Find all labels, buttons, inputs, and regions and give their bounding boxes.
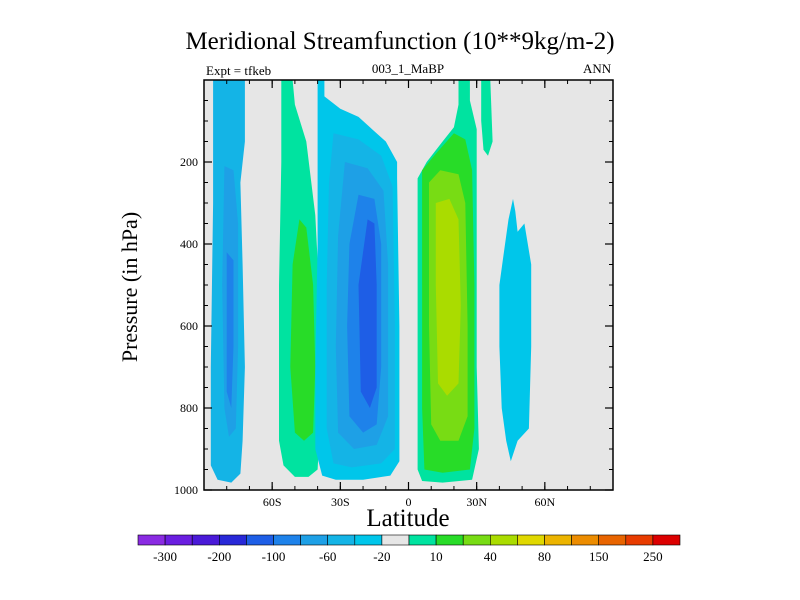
axes: 60S 30S 0 30N 60N 200 400 600 800 1000 bbox=[174, 79, 614, 509]
colorbar-swatch bbox=[164, 534, 193, 546]
southern-polar-negative-cell-level-2 bbox=[226, 252, 234, 408]
chart-title: Meridional Streamfunction (10**9kg/m-2) bbox=[185, 28, 615, 55]
x-tick-label: 30N bbox=[466, 495, 487, 509]
x-tick-label: 60N bbox=[534, 495, 555, 509]
colorbar-swatch bbox=[354, 534, 383, 546]
northern-hadley-positive-cell-level-3 bbox=[435, 198, 461, 396]
colorbar-swatch bbox=[435, 534, 464, 546]
colorbar-swatch bbox=[408, 534, 437, 546]
colorbar-swatch bbox=[137, 534, 166, 546]
plot-area bbox=[204, 80, 613, 490]
colorbar-label: -300 bbox=[153, 549, 177, 564]
y-tick-label: 1000 bbox=[174, 483, 198, 497]
northern-upper-positive-cell bbox=[481, 80, 493, 156]
colorbar-swatch bbox=[246, 534, 274, 546]
colorbar-label: -100 bbox=[262, 549, 286, 564]
colorbar-swatch bbox=[652, 534, 681, 546]
colorbar-swatch bbox=[327, 534, 356, 546]
colorbar-swatch bbox=[625, 534, 654, 546]
season-label: ANN bbox=[583, 61, 612, 76]
y-tick-label: 200 bbox=[180, 155, 198, 169]
colorbar-swatch bbox=[544, 534, 572, 546]
colorbar-swatch bbox=[191, 534, 220, 546]
colorbar-label: 150 bbox=[589, 549, 609, 564]
case-label: 003_1_MaBP bbox=[371, 61, 445, 76]
colorbar-label: -20 bbox=[373, 549, 390, 564]
colorbar-swatch bbox=[381, 534, 410, 546]
colorbar-swatch bbox=[517, 534, 545, 546]
southern-hadley-negative-cell bbox=[315, 80, 400, 480]
northern-upper-positive-cell-level-0 bbox=[481, 80, 493, 156]
y-tick-label: 800 bbox=[180, 401, 198, 415]
northern-hadley-positive-cell bbox=[417, 80, 479, 483]
southern-ferrel-positive-cell bbox=[279, 80, 320, 477]
x-tick-label: 30S bbox=[331, 495, 350, 509]
colorbar-label: 40 bbox=[484, 549, 497, 564]
southern-polar-negative-cell bbox=[210, 80, 245, 483]
colorbar: -300 -200 -100 -60 -20 10 40 80 150 250 bbox=[137, 534, 681, 564]
x-axis-label: Latitude bbox=[366, 505, 450, 532]
colorbar-swatch bbox=[571, 534, 599, 546]
colorbar-label: 10 bbox=[430, 549, 443, 564]
x-tick-label: 0 bbox=[406, 495, 412, 509]
colorbar-label: 80 bbox=[538, 549, 551, 564]
x-tick-label: 60S bbox=[263, 495, 282, 509]
colorbar-label: -200 bbox=[207, 549, 231, 564]
northern-ferrel-negative-cell bbox=[499, 198, 532, 462]
colorbar-swatch bbox=[489, 534, 518, 546]
northern-ferrel-negative-cell-level-0 bbox=[499, 198, 532, 462]
colorbar-label: -60 bbox=[319, 549, 336, 564]
colorbar-swatch bbox=[300, 534, 329, 546]
colorbar-swatch bbox=[273, 534, 301, 546]
colorbar-swatch bbox=[462, 534, 491, 546]
colorbar-swatch bbox=[598, 534, 627, 546]
y-tick-label: 600 bbox=[180, 319, 198, 333]
y-tick-label: 400 bbox=[180, 237, 198, 251]
colorbar-swatch bbox=[219, 534, 247, 546]
southern-ferrel-positive-cell-level-1 bbox=[290, 219, 316, 441]
southern-hadley-negative-cell-level-4 bbox=[358, 219, 377, 408]
plot-background bbox=[204, 80, 613, 490]
experiment-label: Expt = tfkeb bbox=[206, 63, 272, 78]
colorbar-label: 250 bbox=[643, 549, 663, 564]
